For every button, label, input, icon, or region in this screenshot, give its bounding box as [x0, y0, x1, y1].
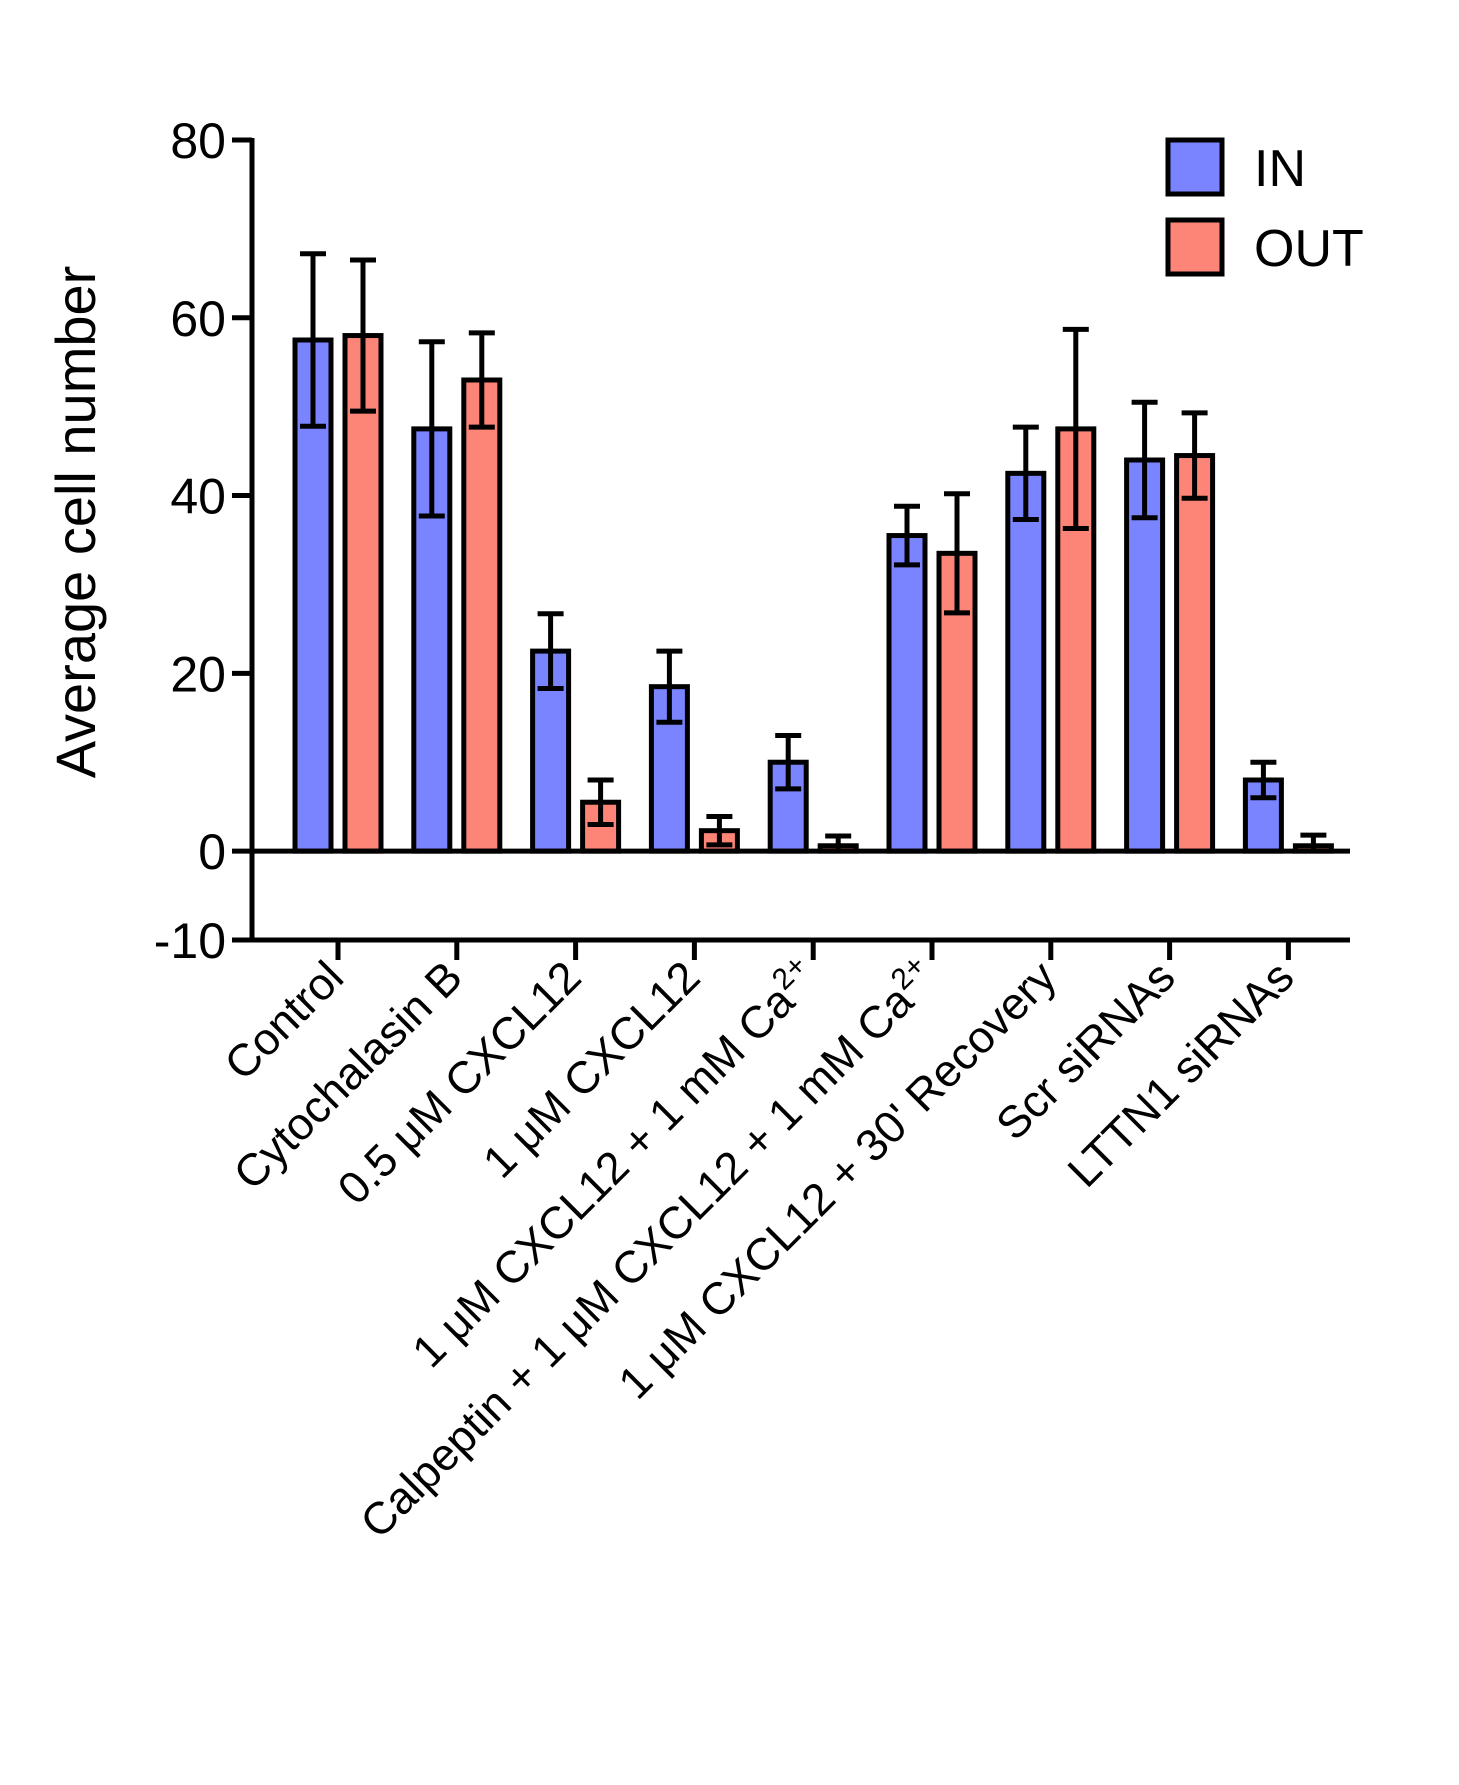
error-bar-in-6: [1012, 424, 1039, 523]
y-tick-label: 0: [198, 824, 226, 880]
error-bar-in-5: [894, 503, 920, 568]
y-tick-label: 20: [170, 646, 226, 702]
x-tick-label-text: Calpeptin + 1 μM CXCL12 + 1 mM Ca: [350, 975, 923, 1548]
error-bar-in-2: [537, 611, 564, 691]
legend-label-out: OUT: [1254, 220, 1364, 278]
axes-group: [232, 137, 1350, 960]
error-bar-out-2: [587, 777, 614, 827]
error-bar-out-4: [825, 833, 852, 852]
legend-swatch-in: [1165, 137, 1225, 197]
bar-out-7: [1174, 453, 1216, 854]
error-bar-out-6: [1062, 326, 1089, 531]
y-axis-label: Average cell number: [44, 266, 107, 779]
error-bar-in-7: [1131, 399, 1158, 521]
error-bar-in-8: [1250, 759, 1277, 801]
bars-group: [292, 251, 1334, 854]
legend: IN OUT: [1165, 137, 1364, 278]
error-bar-out-7: [1181, 410, 1208, 501]
bar-out-1: [461, 377, 503, 854]
bar-in-5: [886, 533, 928, 854]
error-bar-out-0: [350, 257, 376, 414]
y-tick-label: 80: [170, 113, 226, 169]
bar-in-6: [1005, 470, 1047, 854]
legend-label-in: IN: [1254, 140, 1306, 198]
error-bar-out-1: [468, 330, 495, 430]
error-bar-in-4: [775, 733, 802, 792]
error-bar-out-5: [944, 491, 970, 616]
error-bar-in-1: [418, 339, 445, 519]
y-tick-label: 40: [170, 469, 226, 525]
legend-swatch-out: [1165, 217, 1225, 277]
y-tick-label: 60: [170, 291, 226, 347]
error-bar-in-3: [656, 648, 683, 725]
error-bar-in-0: [300, 251, 326, 429]
y-tick-label: -10: [154, 913, 226, 969]
error-bar-out-3: [706, 813, 733, 848]
error-bar-out-8: [1300, 832, 1327, 852]
